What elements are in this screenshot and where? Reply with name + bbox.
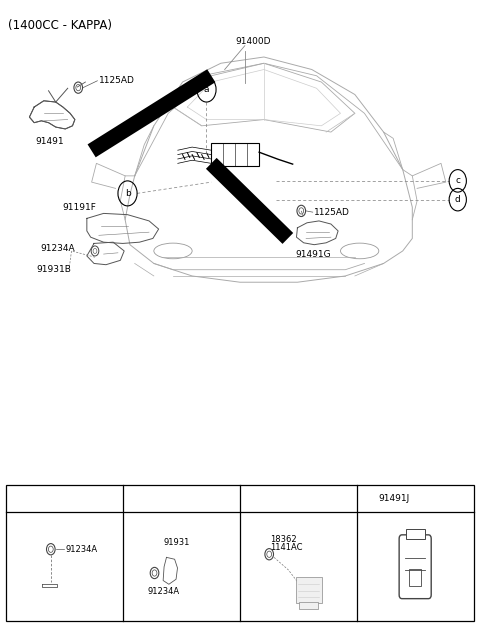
Polygon shape — [42, 584, 57, 587]
Circle shape — [265, 549, 274, 560]
Polygon shape — [87, 213, 158, 243]
Bar — [409, 569, 421, 586]
Text: 91931: 91931 — [163, 539, 190, 547]
Bar — [300, 602, 319, 609]
Text: 91931B: 91931B — [36, 265, 72, 273]
Text: (1400CC - KAPPA): (1400CC - KAPPA) — [8, 19, 112, 33]
Text: b: b — [125, 189, 131, 198]
Text: 91491J: 91491J — [378, 494, 409, 503]
Polygon shape — [163, 557, 178, 584]
Text: b: b — [131, 494, 136, 503]
Text: 91400D: 91400D — [235, 37, 271, 46]
Bar — [211, 143, 259, 167]
Bar — [296, 577, 322, 603]
Text: 91234A: 91234A — [40, 244, 74, 253]
Text: a: a — [204, 85, 209, 94]
Text: d: d — [365, 494, 370, 503]
Text: 91234A: 91234A — [65, 545, 97, 554]
Text: 91191F: 91191F — [62, 203, 96, 211]
Text: 1125AD: 1125AD — [314, 208, 350, 217]
Text: 18362: 18362 — [270, 535, 297, 544]
Text: 1125AD: 1125AD — [99, 76, 135, 85]
Text: d: d — [455, 195, 461, 204]
Bar — [6, 485, 474, 621]
Polygon shape — [297, 221, 338, 245]
Polygon shape — [29, 101, 75, 129]
Text: 91491: 91491 — [35, 137, 64, 146]
Circle shape — [297, 205, 306, 216]
Text: 1141AC: 1141AC — [270, 544, 303, 552]
Circle shape — [150, 567, 159, 579]
Text: c: c — [248, 494, 253, 503]
Bar — [406, 529, 424, 539]
Polygon shape — [87, 242, 124, 265]
Text: a: a — [14, 494, 20, 503]
Circle shape — [74, 82, 83, 93]
Text: c: c — [455, 176, 460, 186]
Text: 91491G: 91491G — [295, 250, 331, 258]
FancyBboxPatch shape — [399, 535, 431, 599]
Circle shape — [91, 246, 99, 256]
Circle shape — [47, 544, 55, 555]
Text: 91234A: 91234A — [147, 587, 180, 596]
